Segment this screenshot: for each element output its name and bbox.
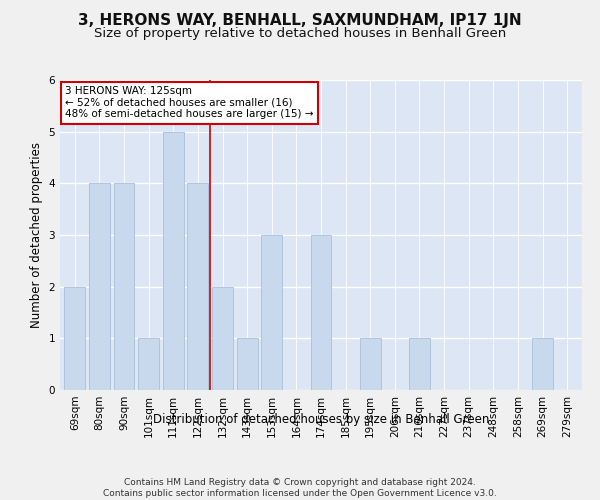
Y-axis label: Number of detached properties: Number of detached properties	[30, 142, 43, 328]
Bar	[409, 338, 430, 390]
Bar	[163, 132, 184, 390]
Bar	[236, 338, 257, 390]
Bar	[64, 286, 85, 390]
Bar	[261, 235, 282, 390]
Bar	[113, 184, 134, 390]
Bar	[360, 338, 381, 390]
Bar	[138, 338, 159, 390]
Text: 3 HERONS WAY: 125sqm
← 52% of detached houses are smaller (16)
48% of semi-detac: 3 HERONS WAY: 125sqm ← 52% of detached h…	[65, 86, 314, 120]
Bar	[532, 338, 553, 390]
Bar	[187, 184, 208, 390]
Bar	[212, 286, 233, 390]
Bar	[89, 184, 110, 390]
Bar	[311, 235, 331, 390]
Text: Distribution of detached houses by size in Benhall Green: Distribution of detached houses by size …	[153, 412, 489, 426]
Text: Size of property relative to detached houses in Benhall Green: Size of property relative to detached ho…	[94, 28, 506, 40]
Text: Contains HM Land Registry data © Crown copyright and database right 2024.
Contai: Contains HM Land Registry data © Crown c…	[103, 478, 497, 498]
Text: 3, HERONS WAY, BENHALL, SAXMUNDHAM, IP17 1JN: 3, HERONS WAY, BENHALL, SAXMUNDHAM, IP17…	[78, 12, 522, 28]
